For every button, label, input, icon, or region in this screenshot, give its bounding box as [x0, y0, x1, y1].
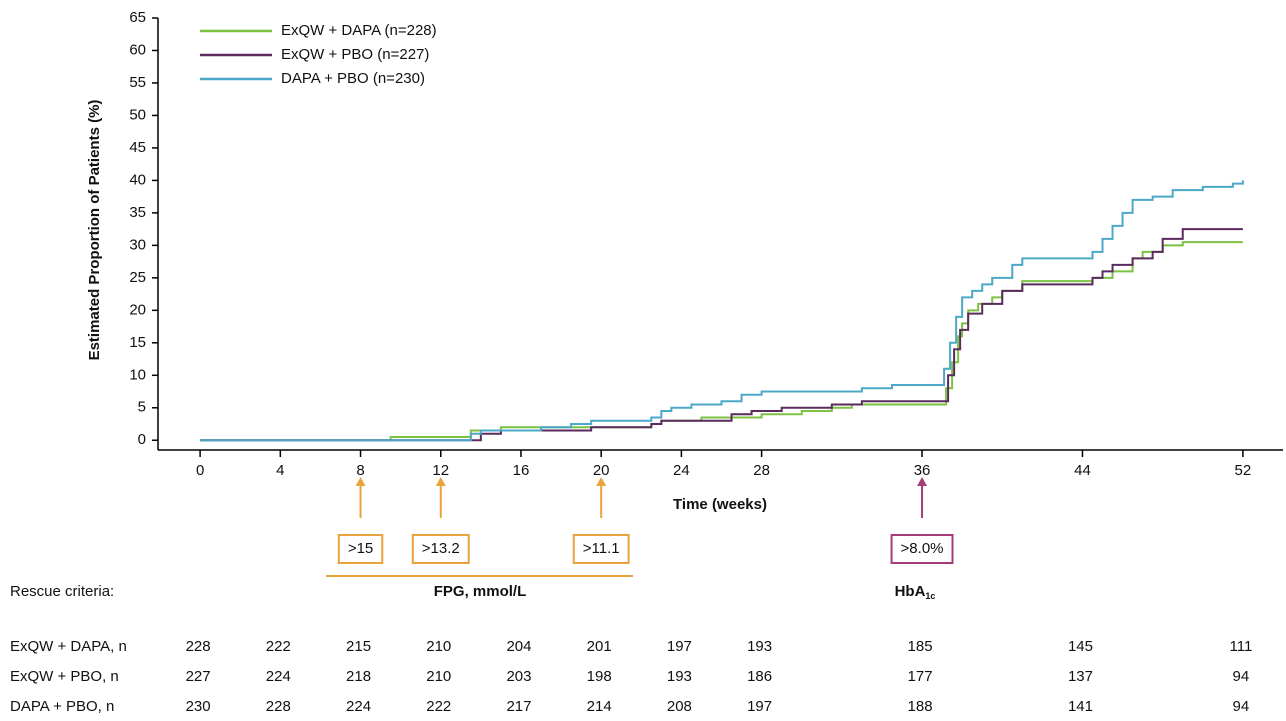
y-tick-label: 5: [138, 399, 146, 416]
at-risk-count: 218: [346, 668, 371, 685]
x-tick-label: 36: [914, 462, 931, 479]
at-risk-count: 204: [506, 638, 531, 655]
x-tick-label: 12: [432, 462, 449, 479]
y-tick-label: 20: [129, 301, 146, 318]
x-tick-label: 0: [196, 462, 204, 479]
at-risk-count: 214: [587, 698, 612, 715]
y-tick-label: 0: [138, 431, 146, 448]
x-tick-label: 4: [276, 462, 284, 479]
at-risk-count: 141: [1068, 698, 1093, 715]
y-tick-label: 25: [129, 269, 146, 286]
at-risk-count: 198: [587, 668, 612, 685]
at-risk-count: 228: [266, 698, 291, 715]
rescue-box-label: >13.2: [422, 540, 460, 557]
at-risk-count: 210: [426, 638, 451, 655]
rescue-box-label: >8.0%: [901, 540, 944, 557]
at-risk-count: 230: [186, 698, 211, 715]
km-curve: [200, 228, 1243, 442]
legend-label: ExQW + DAPA (n=228): [281, 22, 437, 39]
at-risk-count: 217: [506, 698, 531, 715]
fpg-label: FPG, mmol/L: [434, 583, 527, 600]
at-risk-label: ExQW + DAPA, n: [10, 638, 127, 655]
rescue-box: [337, 534, 384, 564]
at-risk-count: 208: [667, 698, 692, 715]
at-risk-count: 177: [908, 668, 933, 685]
y-tick-label: 50: [129, 106, 146, 123]
y-tick-label: 60: [129, 41, 146, 58]
y-tick-label: 45: [129, 139, 146, 156]
at-risk-count: 222: [266, 638, 291, 655]
at-risk-count: 228: [186, 638, 211, 655]
x-tick-label: 16: [513, 462, 530, 479]
y-tick-label: 10: [129, 366, 146, 383]
x-tick-label: 44: [1074, 462, 1091, 479]
at-risk-count: 188: [908, 698, 933, 715]
y-tick-label: 35: [129, 204, 146, 221]
y-tick-label: 30: [129, 236, 146, 253]
x-axis-title: Time (weeks): [673, 496, 767, 513]
at-risk-count: 197: [667, 638, 692, 655]
hba1c-main: HbA: [895, 583, 926, 600]
at-risk-count: 193: [667, 668, 692, 685]
at-risk-count: 94: [1233, 668, 1250, 685]
at-risk-count: 227: [186, 668, 211, 685]
km-curve: [200, 180, 1244, 442]
y-tick-label: 15: [129, 334, 146, 351]
at-risk-count: 224: [266, 668, 291, 685]
at-risk-label: DAPA + PBO, n: [10, 698, 114, 715]
rescue-arrowhead: [355, 477, 366, 486]
y-axis-title: Estimated Proportion of Patients (%): [86, 100, 103, 361]
at-risk-count: 215: [346, 638, 371, 655]
at-risk-count: 145: [1068, 638, 1093, 655]
y-tick-label: 55: [129, 74, 146, 91]
rescue-box-label: >11.1: [583, 540, 620, 557]
y-tick-label: 40: [129, 171, 146, 188]
x-tick-label: 24: [673, 462, 690, 479]
legend-label: DAPA + PBO (n=230): [281, 70, 425, 87]
km-curve: [200, 241, 1243, 442]
rescue-box: [411, 534, 470, 564]
rescue-label: Rescue criteria:: [10, 583, 114, 600]
at-risk-count: 210: [426, 668, 451, 685]
at-risk-count: 137: [1068, 668, 1093, 685]
rescue-box: [890, 534, 954, 564]
at-risk-count: 203: [506, 668, 531, 685]
rescue-box: [572, 534, 630, 564]
at-risk-count: 193: [747, 638, 772, 655]
x-tick-label: 20: [593, 462, 610, 479]
rescue-arrowhead: [596, 477, 607, 486]
at-risk-count: 224: [346, 698, 371, 715]
at-risk-count: 222: [426, 698, 451, 715]
at-risk-count: 94: [1233, 698, 1250, 715]
x-tick-label: 52: [1235, 462, 1252, 479]
rescue-arrowhead: [435, 477, 446, 486]
legend-label: ExQW + PBO (n=227): [281, 46, 429, 63]
at-risk-count: 111: [1229, 638, 1252, 655]
y-tick-label: 65: [129, 9, 146, 26]
at-risk-count: 186: [747, 668, 772, 685]
rescue-arrowhead: [917, 477, 928, 486]
at-risk-count: 197: [747, 698, 772, 715]
x-tick-label: 8: [356, 462, 364, 479]
at-risk-count: 201: [587, 638, 612, 655]
at-risk-label: ExQW + PBO, n: [10, 668, 119, 685]
x-tick-label: 28: [753, 462, 770, 479]
hba1c-sub: 1c: [925, 591, 935, 601]
at-risk-count: 185: [908, 638, 933, 655]
rescue-box-label: >15: [348, 540, 373, 557]
hba1c-label: HbA1c: [895, 583, 936, 601]
